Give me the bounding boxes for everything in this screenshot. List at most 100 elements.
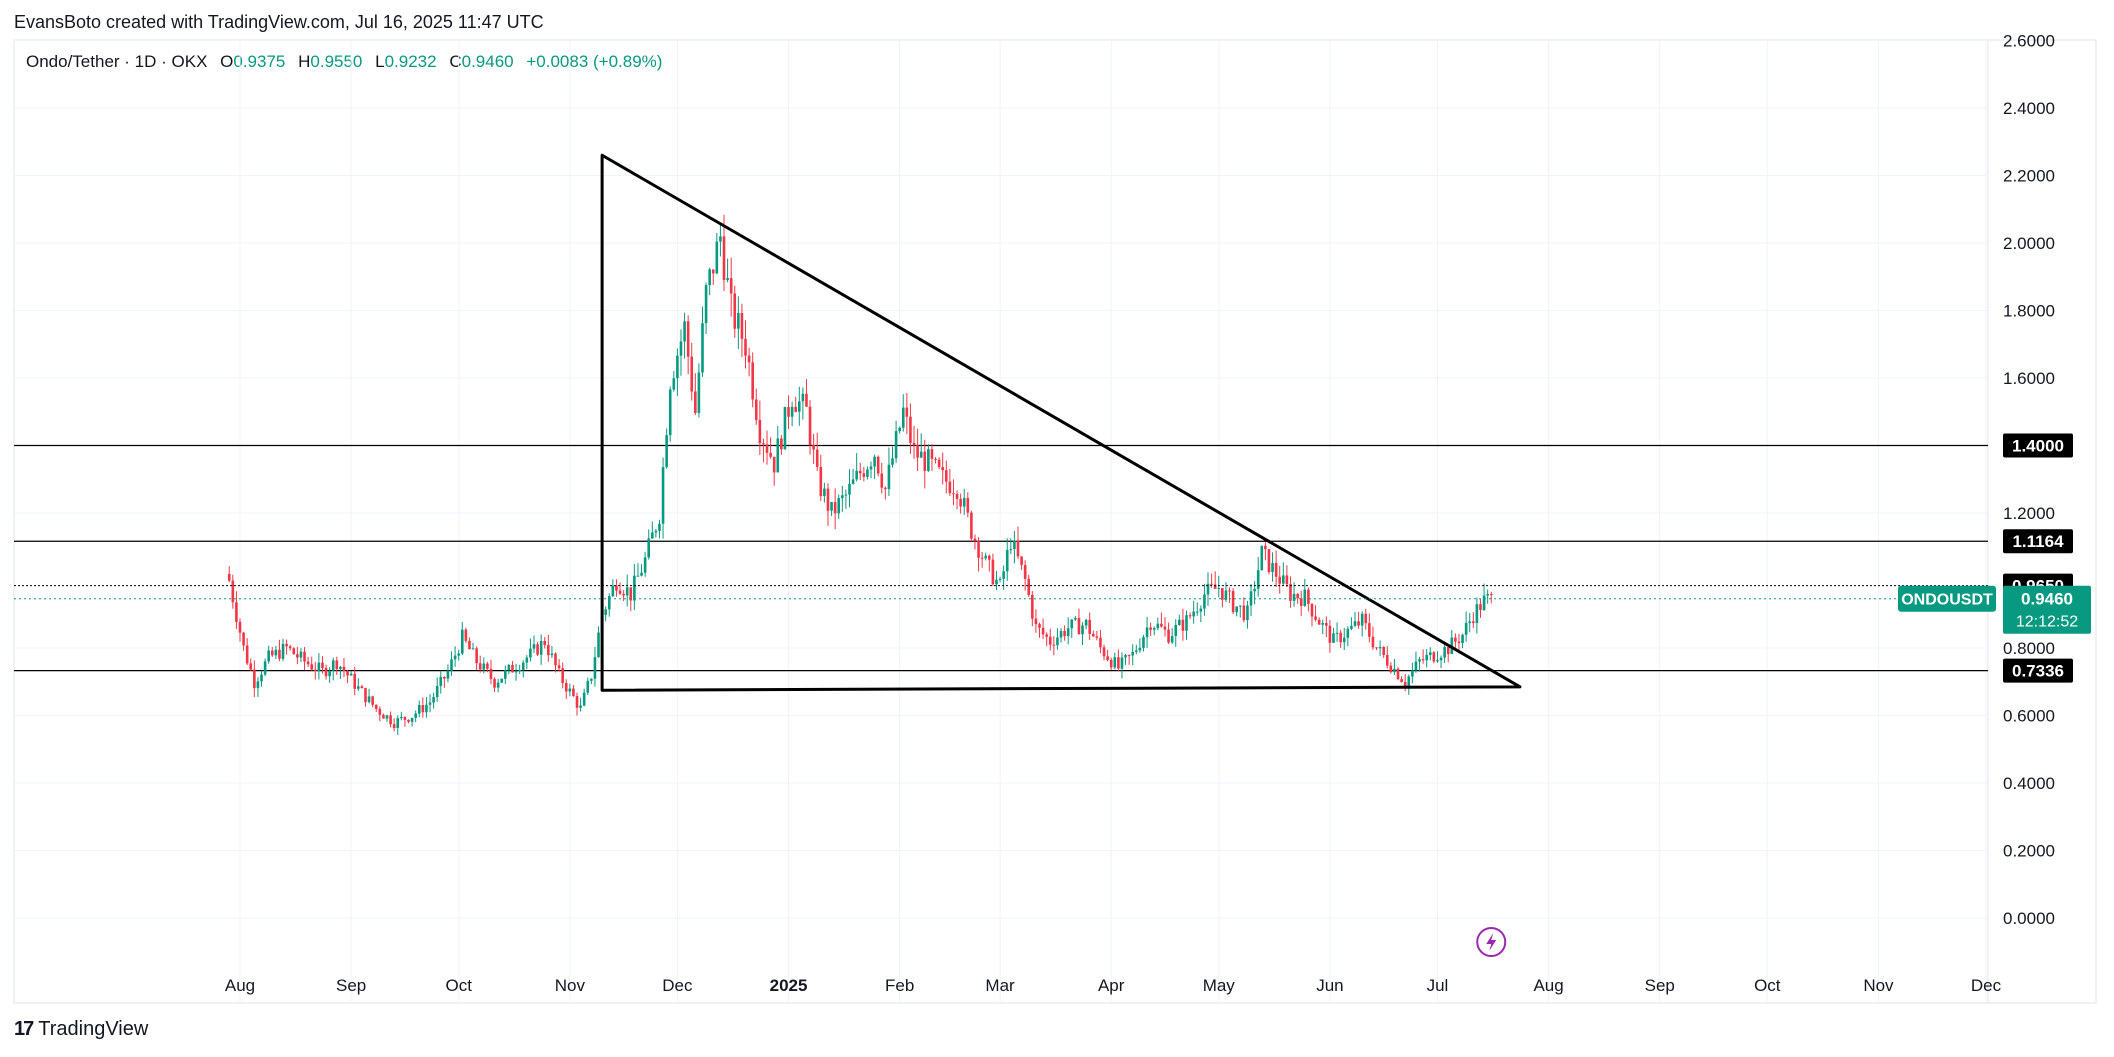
candle-body	[504, 670, 507, 679]
candle-body	[274, 649, 278, 656]
candle-body	[758, 420, 762, 444]
candle-body	[654, 530, 658, 533]
candle-body	[1188, 615, 1192, 617]
candle-body	[826, 488, 830, 511]
candle-body	[410, 717, 414, 722]
candle-body	[1145, 627, 1149, 638]
candle-body	[572, 688, 575, 697]
candle-body	[679, 341, 683, 356]
candle-body	[1156, 623, 1160, 629]
candle-body	[1242, 605, 1246, 621]
candle-body	[428, 702, 432, 705]
candle-body	[1342, 637, 1346, 643]
candle-body	[317, 662, 321, 672]
candle-body	[1160, 623, 1163, 627]
candle-body	[1482, 595, 1486, 610]
candle-body	[579, 705, 582, 708]
level-badge	[2003, 529, 2073, 554]
candle-body	[339, 666, 342, 670]
open-label: O	[220, 52, 234, 71]
candle-body	[1436, 660, 1439, 662]
x-tick-label: Jun	[1316, 976, 1343, 995]
candle-body	[1142, 637, 1145, 648]
candle-body	[281, 643, 285, 659]
candle-body	[443, 676, 446, 679]
candle-body	[776, 438, 780, 473]
candle-body	[417, 705, 421, 714]
candle-body	[303, 651, 306, 662]
candle-body	[561, 668, 564, 683]
candle-body	[636, 575, 640, 577]
candle-body	[242, 632, 245, 646]
candle-body	[278, 649, 281, 659]
candle-body	[988, 555, 991, 560]
candle-body	[1181, 619, 1185, 631]
symbol-label: Ondo/Tether · 1D · OKX	[26, 52, 208, 71]
level-badge-label: 0.7336	[2012, 662, 2064, 681]
candle-body	[1224, 590, 1228, 600]
level-badge	[2003, 433, 2073, 458]
candle-body	[830, 502, 833, 511]
candle-body	[930, 449, 934, 459]
candle-body	[912, 442, 916, 446]
candle-body	[647, 538, 651, 558]
y-tick-label: 2.6000	[2003, 32, 2055, 51]
high-label: H	[298, 52, 311, 71]
candle-body	[378, 708, 382, 715]
candle-body	[629, 587, 633, 601]
candle-body	[1217, 588, 1221, 590]
x-tick-label: Dec	[1971, 976, 2002, 995]
candle-body	[1400, 679, 1403, 683]
candle-body	[1421, 659, 1425, 661]
candle-body	[357, 686, 360, 689]
candle-body	[586, 680, 590, 693]
candle-body	[299, 651, 303, 658]
candle-body	[1246, 605, 1249, 621]
candle-body	[1382, 646, 1385, 656]
candle-body	[815, 449, 819, 467]
candle-body	[841, 495, 844, 499]
candle-body	[719, 236, 722, 242]
candle-body	[1095, 636, 1099, 638]
candle-body	[288, 646, 292, 649]
high-value: 0.9550	[310, 52, 363, 71]
level-badge	[2003, 658, 2073, 683]
candle-body	[439, 676, 443, 686]
candle-body	[1307, 589, 1310, 604]
candle-body	[808, 406, 812, 445]
candle-body	[866, 469, 869, 477]
candle-body	[245, 645, 249, 664]
candle-body	[446, 670, 450, 679]
candle-body	[374, 704, 378, 709]
candle-body	[959, 498, 962, 507]
candle-body	[1289, 584, 1292, 601]
candle-body	[507, 665, 511, 671]
candle-body	[364, 688, 367, 703]
candle-body	[1178, 619, 1181, 626]
candle-body	[1174, 625, 1178, 636]
candle-body	[898, 427, 901, 432]
x-tick-label: Aug	[225, 976, 255, 995]
candle-body	[1285, 575, 1289, 585]
candle-body	[1464, 622, 1468, 635]
candle-body	[593, 657, 597, 679]
candle-body	[661, 467, 665, 524]
candle-body	[1439, 657, 1443, 661]
candle-body	[536, 644, 539, 655]
candle-body	[1084, 619, 1088, 626]
candle-body	[529, 648, 532, 658]
candle-body	[909, 416, 912, 443]
candle-body	[1428, 652, 1432, 655]
candle-body	[948, 481, 952, 494]
candle-body	[618, 590, 622, 594]
candle-body	[1023, 565, 1027, 579]
candle-body	[607, 596, 611, 610]
candle-body	[525, 657, 529, 663]
x-tick-label: Oct	[445, 976, 472, 995]
candle-body	[1031, 594, 1034, 619]
candle-body	[292, 648, 296, 655]
y-tick-label: 1.8000	[2003, 302, 2055, 321]
candle-body	[876, 456, 880, 474]
candle-body	[256, 681, 260, 689]
